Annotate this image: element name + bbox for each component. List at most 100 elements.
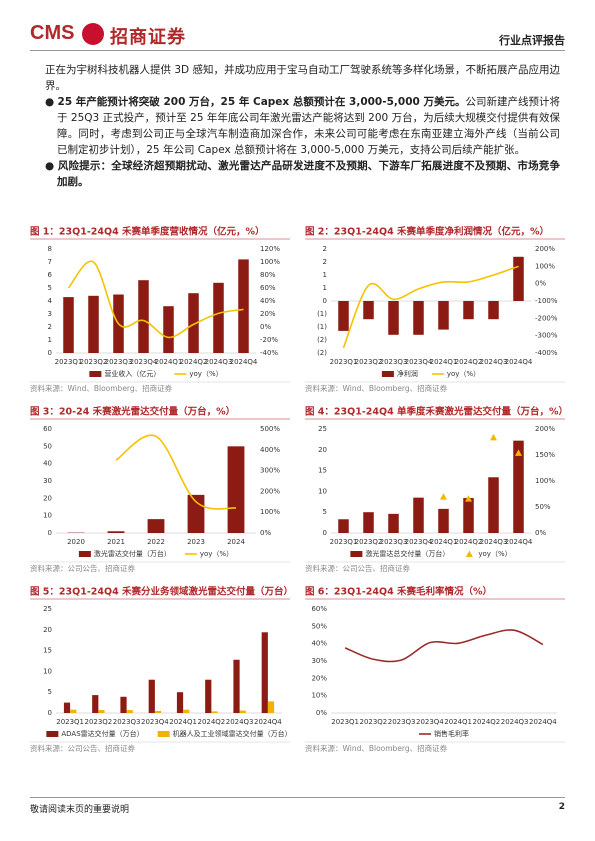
bullet: ● 25 年产能预计将突破 200 万台，25 年 Capex 总额预计在 3,… <box>45 96 561 156</box>
bar <box>88 295 99 353</box>
x-tick-label: 2024Q3 <box>480 538 508 546</box>
y2-tick-label: 0% <box>535 280 546 288</box>
x-tick-label: 2024Q1 <box>444 718 472 726</box>
y2-tick-label: 50% <box>535 503 551 511</box>
bar <box>148 679 155 713</box>
y-tick-label: 20 <box>43 626 52 634</box>
line <box>344 629 544 663</box>
y2-tick-label: 200% <box>535 425 555 433</box>
y2-tick-label: 60% <box>260 284 276 292</box>
source: 资料来源：Wind、Bloomberg、招商证券 <box>30 383 173 393</box>
y2-tick-label: 300% <box>260 467 280 475</box>
y2-tick-label: -300% <box>535 332 558 340</box>
legend-swatch <box>46 731 59 737</box>
legend: 销售毛利率 <box>419 729 469 738</box>
y2-tick-label: 500% <box>260 425 280 433</box>
y2-tick-label: -20% <box>260 336 278 344</box>
y-tick-label: 20% <box>311 674 327 682</box>
text: 公司新建产线预计将于 25Q3 正式投产，预计至 25 年年底公司年激光雷达产能… <box>57 96 561 156</box>
legend-label: yoy（%） <box>200 550 233 558</box>
x-tick-label: 2023Q2 <box>359 718 387 726</box>
legend-label: 机器人及工业领域雷达交付量（万台） <box>173 729 292 738</box>
bar <box>438 508 449 533</box>
legend-label: 营业收入（亿元） <box>104 369 160 378</box>
x-tick-label: 2024Q4 <box>230 358 258 366</box>
bar <box>239 710 246 713</box>
x-tick-label: 2024Q3 <box>501 718 529 726</box>
bar <box>63 297 74 353</box>
x-tick-label: 2024Q2 <box>455 538 483 546</box>
x-tick-label: 2023Q4 <box>130 358 158 366</box>
x-tick-label: 2023Q4 <box>141 718 169 726</box>
bar <box>205 679 212 713</box>
bar <box>211 711 218 713</box>
x-tick-label: 2024Q3 <box>226 718 254 726</box>
legend-label: yoy（%） <box>478 550 511 558</box>
y-tick-label: 0 <box>323 529 327 537</box>
bar <box>261 632 268 713</box>
x-tick-label: 2023Q3 <box>113 718 141 726</box>
legend-swatch <box>89 371 102 377</box>
logo-text: CMS <box>30 22 75 44</box>
marker <box>515 449 522 456</box>
bar <box>463 498 474 533</box>
line <box>342 265 519 349</box>
bar <box>238 259 249 353</box>
x-tick-label: 2023Q3 <box>388 718 416 726</box>
logo-name: 招商证券 <box>110 27 186 48</box>
x-tick-label: 2023Q1 <box>331 718 359 726</box>
y2-tick-label: 100% <box>535 477 555 485</box>
y-tick-label: 50% <box>311 622 327 630</box>
bar <box>187 494 205 533</box>
chart-title: 图 2：23Q1-24Q4 禾赛单季度净利润情况（亿元，%） <box>305 226 549 238</box>
chart-title: 图 1：23Q1-24Q4 禾赛单季度营收情况（亿元，%） <box>30 226 265 238</box>
legend: ADAS雷达交付量（万台） 机器人及工业领域雷达交付量（万台） <box>46 729 292 738</box>
y-tick-label: 60% <box>311 605 327 613</box>
x-tick-label: 2023Q2 <box>355 538 383 546</box>
footer-note: 敬请阅读末页的重要说明 <box>30 805 130 815</box>
y-tick-label: 6 <box>48 271 53 279</box>
bar <box>213 282 224 353</box>
y-tick-label: 15 <box>43 647 52 655</box>
bar <box>267 701 275 713</box>
y-tick-label: 10% <box>311 692 327 700</box>
y-tick-label: 60 <box>43 425 52 433</box>
y2-tick-label: 200% <box>535 245 555 253</box>
y2-tick-label: 40% <box>260 297 276 305</box>
x-tick-label: 2022 <box>147 538 165 546</box>
bar <box>183 709 190 713</box>
legend-swatch <box>381 371 394 377</box>
x-tick-label: 2023Q3 <box>105 358 133 366</box>
y2-tick-label: -400% <box>535 349 558 357</box>
legend-swatch <box>78 551 91 557</box>
source: 资料来源：公司公告、招商证券 <box>30 563 135 573</box>
x-tick-label: 2023Q2 <box>355 358 383 366</box>
y-tick-label: 10 <box>318 487 327 495</box>
bar <box>107 531 125 533</box>
legend-label: 净利润 <box>397 369 418 378</box>
y-tick-label: 50 <box>43 442 52 450</box>
x-tick-label: 2024Q3 <box>480 358 508 366</box>
bar <box>413 497 424 533</box>
marker <box>465 495 472 502</box>
bar <box>147 519 165 533</box>
bar <box>338 519 349 533</box>
y-tick-label: 5 <box>48 688 52 696</box>
bar <box>120 696 127 713</box>
bar <box>227 446 245 533</box>
legend: 激光雷达总交付量（万台） yoy（%） <box>350 549 512 558</box>
legend-label: yoy（%） <box>447 370 480 378</box>
y2-tick-label: 400% <box>260 446 280 454</box>
x-tick-label: 2023Q2 <box>80 358 108 366</box>
bar <box>163 306 174 353</box>
bar <box>513 440 524 533</box>
legend: 净利润 yoy（%） <box>381 369 480 378</box>
bar <box>70 709 77 713</box>
bar <box>488 301 499 320</box>
y-tick-label: 2 <box>323 258 327 266</box>
source: 资料来源：Wind、Bloomberg、招商证券 <box>305 383 448 393</box>
y2-tick-label: 100% <box>260 258 280 266</box>
bar <box>388 301 399 335</box>
x-tick-label: 2024Q4 <box>254 718 282 726</box>
legend-swatch <box>465 550 473 557</box>
